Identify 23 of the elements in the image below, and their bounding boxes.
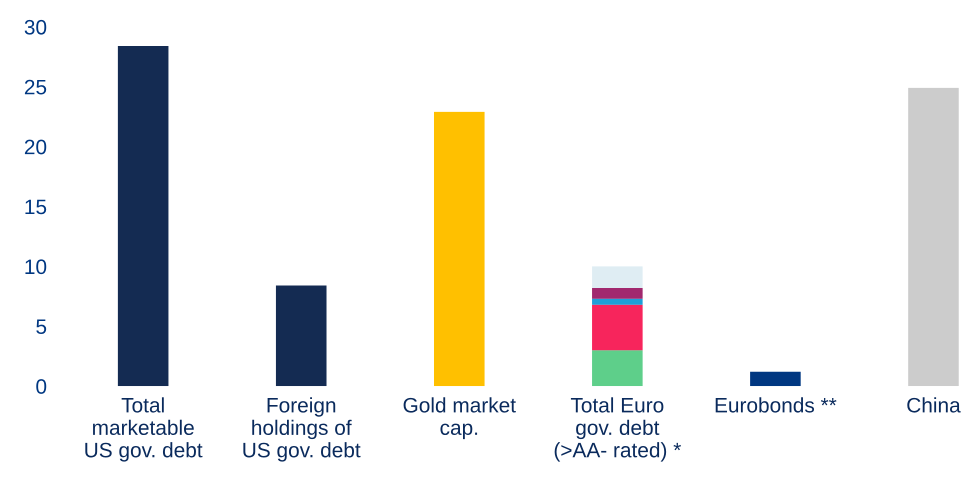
bar — [592, 304, 643, 350]
bar — [592, 350, 643, 386]
bar — [592, 288, 643, 299]
y-tick-label: 30 — [24, 20, 46, 35]
bar — [276, 286, 327, 386]
y-tick-label: 25 — [24, 80, 46, 94]
y-tick-label: 20 — [24, 140, 46, 154]
x-tick-label: Gold market cap. — [404, 397, 516, 440]
x-tick-label: Total Euro gov. debt (>AA- rated) * — [554, 397, 681, 462]
y-tick-label: 10 — [25, 259, 46, 274]
x-tick-label: Eurobonds ** — [716, 397, 836, 413]
y-tick-label: 15 — [25, 200, 46, 214]
bar — [592, 266, 643, 288]
x-tick-label: China — [907, 397, 961, 413]
bar — [434, 112, 485, 386]
x-tick-label: Foreign holdings of US gov. debt — [243, 397, 361, 462]
bar — [908, 88, 959, 386]
y-tick-label: 0 — [36, 379, 46, 394]
bar — [118, 46, 168, 386]
bar — [592, 298, 643, 305]
x-tick-label: Total marketable US gov. debt — [85, 397, 202, 462]
y-tick-label: 5 — [36, 319, 46, 334]
bar — [750, 372, 801, 386]
